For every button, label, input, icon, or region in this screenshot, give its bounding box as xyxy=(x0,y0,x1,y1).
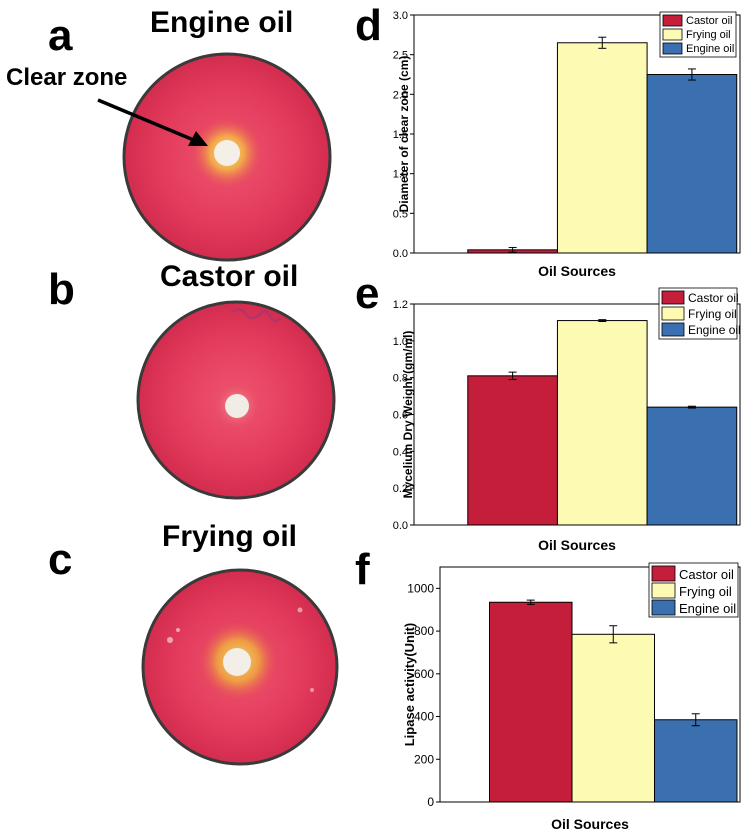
y-axis-label: Mycelium Dry Weight (gm/ml) xyxy=(401,331,415,499)
legend-label: Engine oil xyxy=(688,323,741,337)
bar-frying-oil xyxy=(556,320,648,526)
plate-title-frying-oil: Frying oil xyxy=(162,520,297,553)
y-tick-label: 0 xyxy=(427,795,434,809)
legend-swatch xyxy=(662,42,683,55)
y-tick-label: 600 xyxy=(414,667,434,681)
bar-engine-oil xyxy=(646,406,738,526)
legend-label: Frying oil xyxy=(688,307,737,321)
y-tick-label: 400 xyxy=(414,710,434,724)
panel-letter-c: c xyxy=(48,535,73,584)
y-tick-label: 0.2 xyxy=(393,483,408,495)
panel-letter-a: a xyxy=(48,11,73,60)
plate-title-engine-oil: Engine oil xyxy=(150,6,294,39)
y-tick-label: 0.0 xyxy=(393,248,408,260)
y-tick-label: 0.0 xyxy=(393,520,408,532)
y-tick-label: 0.5 xyxy=(393,208,408,220)
legend-swatch xyxy=(651,565,676,582)
y-tick-label: 0.6 xyxy=(393,410,408,422)
y-tick-label: 3.0 xyxy=(393,10,408,22)
x-axis-label: Oil Sources xyxy=(538,263,616,279)
plate-title-castor-oil: Castor oil xyxy=(160,260,299,293)
bar-engine-oil xyxy=(654,719,738,803)
legend-swatch xyxy=(651,599,676,616)
legend-label: Castor oil xyxy=(679,567,734,582)
x-axis-label: Oil Sources xyxy=(551,816,629,832)
colony-a xyxy=(214,140,240,166)
legend-swatch xyxy=(651,582,676,599)
plate-c-frying-oil xyxy=(141,568,339,766)
colony-c xyxy=(223,648,251,676)
y-tick-label: 1000 xyxy=(407,581,434,595)
bar-engine-oil xyxy=(646,74,738,254)
y-tick-label: 2.5 xyxy=(393,50,408,62)
bar-castor-oil xyxy=(489,601,573,803)
legend-label: Frying oil xyxy=(686,29,731,41)
legend-label: Castor oil xyxy=(686,15,732,27)
legend-swatch xyxy=(662,14,683,27)
clear-zone-arrow xyxy=(97,98,208,146)
y-tick-label: 2.0 xyxy=(393,89,408,101)
bar-frying-oil xyxy=(556,42,648,254)
panel-letter-d: d xyxy=(355,1,382,50)
colony-b xyxy=(225,394,249,418)
legend-swatch xyxy=(662,28,683,41)
bar-frying-oil xyxy=(571,633,655,803)
y-tick-label: 1.0 xyxy=(393,336,408,348)
clear-zone-label: Clear zone xyxy=(6,64,128,91)
y-tick-label: 1.0 xyxy=(393,169,408,181)
x-axis-label: Oil Sources xyxy=(538,537,616,553)
y-tick-label: 1.2 xyxy=(393,299,408,311)
legend-label: Engine oil xyxy=(686,43,734,55)
y-tick-label: 800 xyxy=(414,624,434,638)
plate-a-engine-oil xyxy=(122,52,332,262)
y-axis-label: Diameter of clear zone (cm) xyxy=(397,56,411,213)
plate-b-castor-oil xyxy=(136,300,336,500)
panel-letter-f: f xyxy=(355,545,370,594)
panel-letter-b: b xyxy=(48,265,75,314)
legend-label: Castor oil xyxy=(688,291,739,305)
legend-swatch xyxy=(661,322,685,337)
legend-swatch xyxy=(661,306,685,321)
y-tick-label: 1.5 xyxy=(393,129,408,141)
y-tick-label: 0.8 xyxy=(393,373,408,385)
y-axis-label: Lipase activity(Unit) xyxy=(402,623,417,747)
panel-letter-e: e xyxy=(355,269,380,318)
legend-swatch xyxy=(661,290,685,305)
y-tick-label: 0.4 xyxy=(393,446,408,458)
y-tick-label: 200 xyxy=(414,752,434,766)
legend-label: Frying oil xyxy=(679,584,732,599)
legend-label: Engine oil xyxy=(679,601,736,616)
